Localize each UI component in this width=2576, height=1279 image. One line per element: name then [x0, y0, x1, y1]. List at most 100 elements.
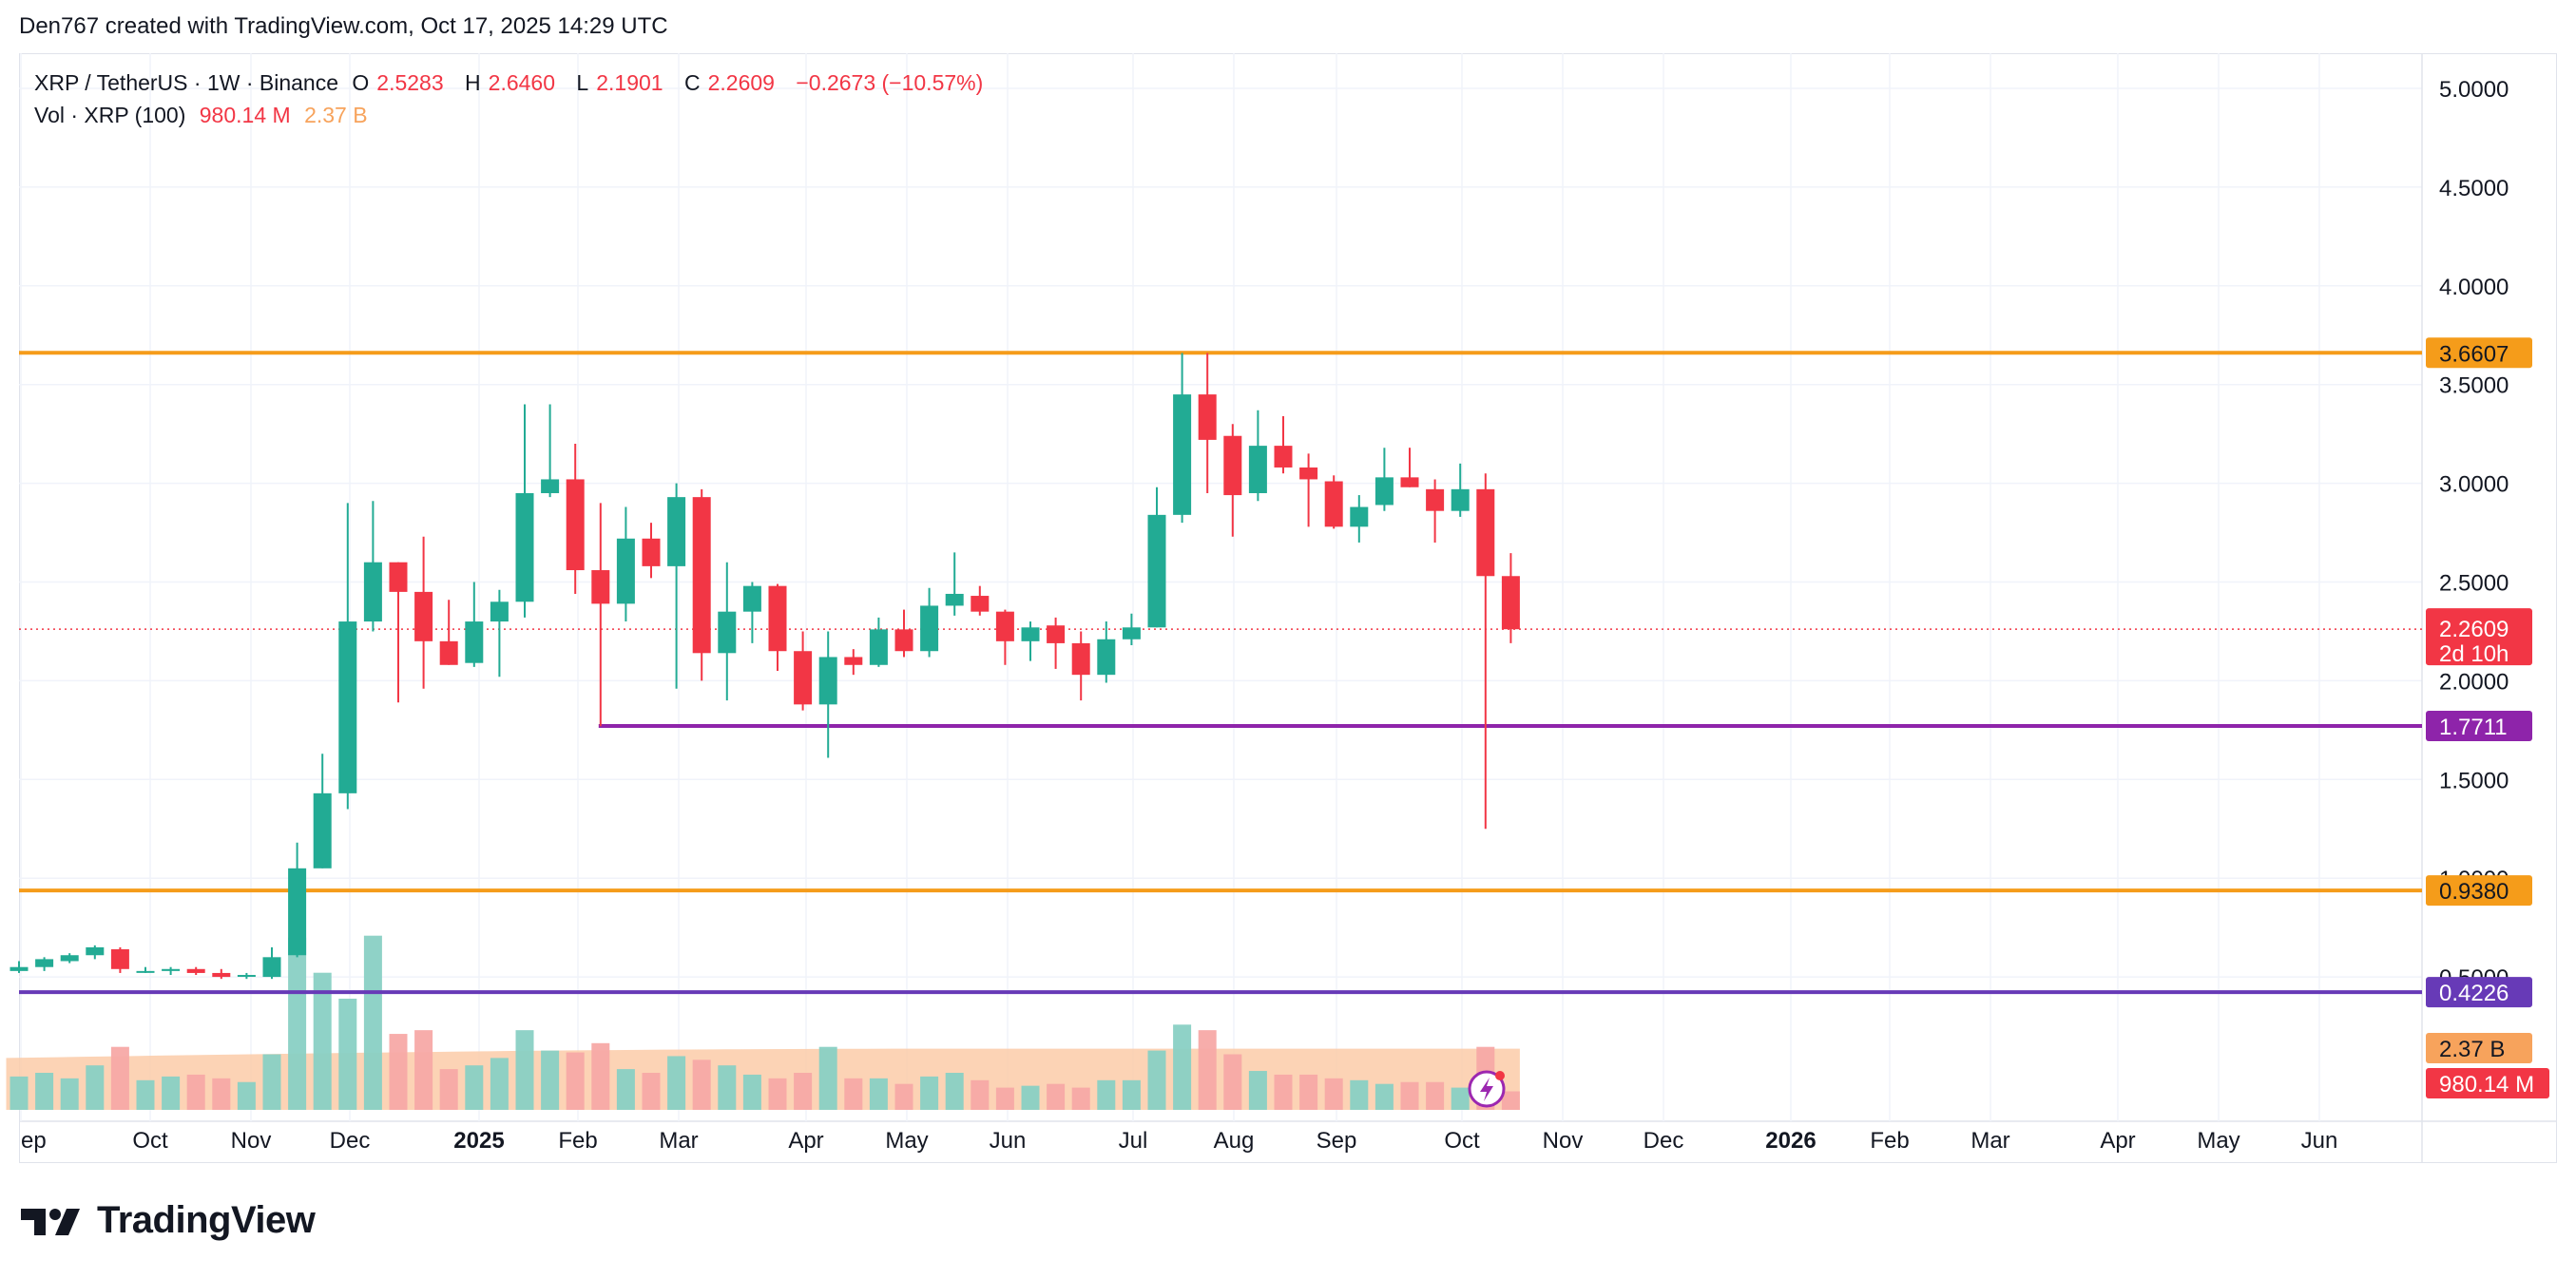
volume-bar[interactable]: [1198, 1030, 1217, 1110]
volume-bar[interactable]: [262, 1054, 281, 1111]
candle-body[interactable]: [1173, 394, 1192, 515]
volume-bar[interactable]: [971, 1079, 990, 1110]
candle-body[interactable]: [1476, 488, 1495, 577]
candle-body[interactable]: [971, 596, 990, 612]
volume-bar[interactable]: [439, 1069, 458, 1110]
candle-body[interactable]: [642, 538, 661, 566]
candle-body[interactable]: [541, 479, 560, 493]
candle-body[interactable]: [86, 946, 105, 956]
candle-body[interactable]: [162, 968, 181, 971]
candle-body[interactable]: [465, 621, 484, 663]
volume-bar[interactable]: [869, 1078, 888, 1110]
candle-body[interactable]: [768, 585, 787, 652]
volume-bar[interactable]: [1299, 1074, 1318, 1110]
volume-bar[interactable]: [541, 1050, 560, 1110]
volume-bar[interactable]: [945, 1073, 964, 1110]
volume-bar[interactable]: [1021, 1085, 1040, 1110]
volume-bar[interactable]: [313, 972, 332, 1110]
volume-bar[interactable]: [1426, 1081, 1445, 1110]
volume-bar[interactable]: [338, 999, 357, 1110]
volume-bar[interactable]: [995, 1087, 1014, 1110]
volume-bar[interactable]: [212, 1078, 231, 1110]
volume-bar[interactable]: [237, 1081, 256, 1110]
candle-body[interactable]: [262, 957, 281, 978]
candle-body[interactable]: [1299, 467, 1318, 480]
volume-bar[interactable]: [288, 937, 307, 1110]
candle-body[interactable]: [1198, 394, 1217, 440]
candle-body[interactable]: [10, 966, 29, 971]
volume-bar[interactable]: [465, 1065, 484, 1110]
volume-bar[interactable]: [566, 1052, 585, 1110]
volume-bar[interactable]: [1350, 1079, 1369, 1110]
volume-bar[interactable]: [1274, 1074, 1293, 1110]
volume-bar[interactable]: [136, 1079, 155, 1110]
candle-body[interactable]: [1021, 627, 1040, 641]
volume-bar[interactable]: [1324, 1078, 1343, 1110]
candle-body[interactable]: [60, 955, 79, 962]
volume-bar[interactable]: [692, 1059, 711, 1110]
candle-body[interactable]: [1223, 435, 1242, 496]
candle-body[interactable]: [1248, 446, 1267, 493]
candle-body[interactable]: [186, 968, 205, 973]
volume-bar[interactable]: [642, 1073, 661, 1110]
tradingview-logo[interactable]: TradingView: [21, 1199, 316, 1242]
volume-bar[interactable]: [718, 1065, 737, 1110]
volume-bar[interactable]: [1375, 1083, 1394, 1110]
candle-body[interactable]: [1350, 506, 1369, 527]
candle-body[interactable]: [515, 492, 534, 602]
volume-bar[interactable]: [363, 935, 382, 1110]
candle-body[interactable]: [338, 621, 357, 793]
volume-bar[interactable]: [742, 1074, 761, 1110]
candle-body[interactable]: [844, 657, 863, 665]
candle-body[interactable]: [995, 611, 1014, 641]
volume-bar[interactable]: [768, 1078, 787, 1110]
volume-bar[interactable]: [490, 1058, 509, 1110]
candle-body[interactable]: [35, 959, 54, 967]
volume-bar[interactable]: [60, 1078, 79, 1110]
volume-bar[interactable]: [1122, 1079, 1141, 1110]
candle-body[interactable]: [389, 562, 408, 592]
candle-body[interactable]: [313, 792, 332, 869]
candle-body[interactable]: [1375, 477, 1394, 506]
volume-bar[interactable]: [1400, 1081, 1419, 1110]
volume-bar[interactable]: [162, 1076, 181, 1110]
candle-body[interactable]: [1451, 488, 1470, 511]
volume-bar[interactable]: [844, 1078, 863, 1110]
candle-body[interactable]: [869, 629, 888, 665]
candle-body[interactable]: [136, 970, 155, 973]
candle-body[interactable]: [1274, 446, 1293, 468]
volume-bar[interactable]: [894, 1083, 913, 1110]
candle-body[interactable]: [718, 611, 737, 654]
volume-bar[interactable]: [389, 1034, 408, 1110]
candle-body[interactable]: [1071, 642, 1090, 676]
candle-body[interactable]: [894, 629, 913, 652]
volume-bar[interactable]: [616, 1069, 635, 1110]
volume-bar[interactable]: [1501, 1091, 1520, 1111]
volume-bar[interactable]: [186, 1074, 205, 1110]
candle-body[interactable]: [414, 591, 433, 641]
candle-body[interactable]: [363, 562, 382, 622]
volume-bar[interactable]: [1248, 1071, 1267, 1110]
candle-body[interactable]: [1147, 514, 1166, 628]
candle-body[interactable]: [616, 538, 635, 604]
volume-bar[interactable]: [591, 1042, 610, 1110]
volume-bar[interactable]: [35, 1073, 54, 1110]
volume-bar[interactable]: [86, 1065, 105, 1110]
volume-bar[interactable]: [1223, 1054, 1242, 1111]
candle-body[interactable]: [692, 497, 711, 654]
candle-body[interactable]: [591, 570, 610, 604]
volume-bar[interactable]: [818, 1046, 837, 1110]
candle-body[interactable]: [667, 497, 686, 566]
volume-bar[interactable]: [110, 1046, 129, 1110]
candle-body[interactable]: [742, 585, 761, 612]
candle-body[interactable]: [566, 479, 585, 571]
volume-bar[interactable]: [1071, 1087, 1090, 1110]
volume-bar[interactable]: [414, 1030, 433, 1110]
candle-body[interactable]: [920, 605, 939, 652]
candle-body[interactable]: [1501, 576, 1520, 630]
candle-body[interactable]: [288, 868, 307, 956]
candle-body[interactable]: [490, 601, 509, 622]
legend-symbol[interactable]: XRP / TetherUS · 1W · Binance: [34, 70, 339, 95]
candle-body[interactable]: [212, 972, 231, 978]
